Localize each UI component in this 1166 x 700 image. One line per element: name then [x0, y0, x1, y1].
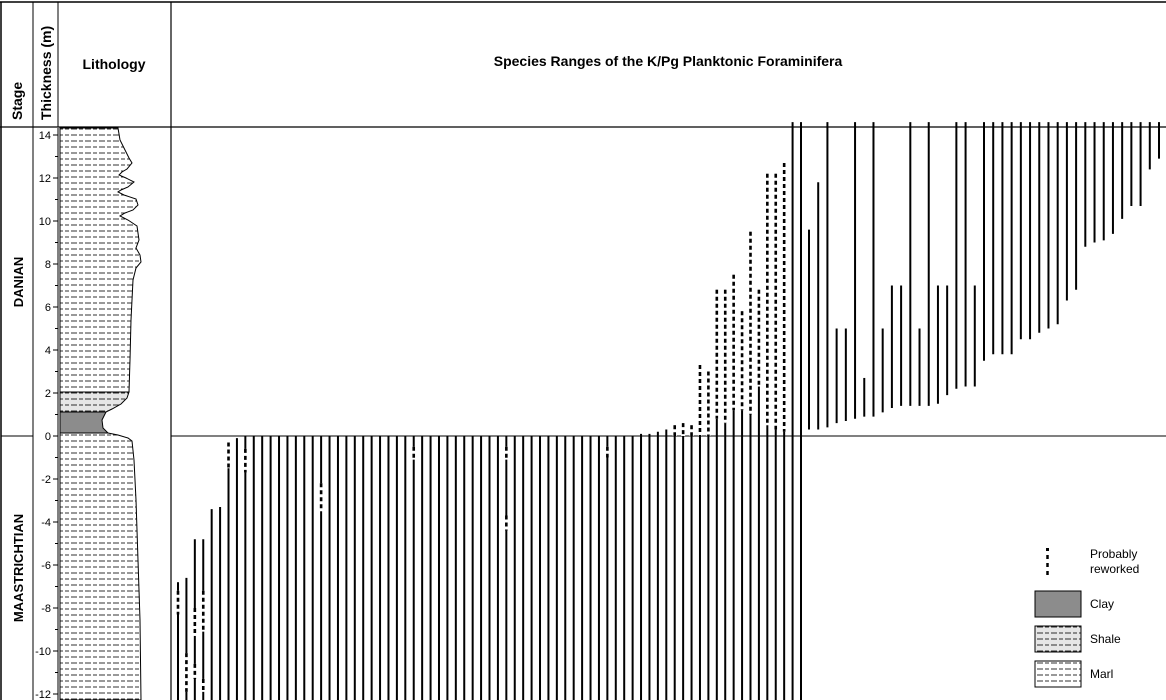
range-gap — [226, 442, 231, 469]
range-gap — [765, 173, 770, 426]
thickness-header: Thickness (m) — [38, 26, 54, 120]
range-gap — [504, 446, 509, 460]
marl-unit-upper — [59, 127, 142, 393]
legend-clay-swatch — [1034, 590, 1082, 618]
chart-title: Species Ranges of the K/Pg Planktonic Fo… — [494, 53, 843, 69]
range-gap — [411, 446, 416, 460]
range-gap — [689, 425, 694, 436]
y-tick-label: -8 — [41, 603, 51, 615]
range-gap — [176, 590, 180, 615]
y-tick-label: 0 — [45, 431, 51, 443]
clay-unit — [59, 411, 110, 434]
y-tick-label: -12 — [35, 689, 51, 700]
range-gap — [731, 274, 736, 411]
stage-danian: DANIAN — [11, 257, 26, 308]
thickness-axis: 14 12 10 8 6 4 2 0 -2 -4 -6 -8 -10 -12 — [35, 128, 59, 700]
range-gap — [192, 608, 197, 636]
range-gap — [756, 289, 761, 387]
stage-maastrichtian: MAASTRICHTIAN — [11, 514, 26, 622]
y-tick-label: -10 — [35, 646, 51, 658]
range-gap — [605, 446, 610, 458]
stage-header: Stage — [9, 82, 25, 120]
lithology-header: Lithology — [83, 56, 146, 72]
marl-unit-lower — [59, 432, 142, 700]
y-tick-label: 4 — [45, 345, 51, 357]
y-tick-label: 2 — [45, 388, 51, 400]
legend-reworked-icon — [1046, 548, 1049, 575]
legend-clay-label: Clay — [1090, 597, 1114, 611]
lithology-column — [59, 127, 142, 700]
y-tick-label: -2 — [41, 474, 51, 486]
shale-unit — [59, 391, 130, 413]
legend-marl-label: Marl — [1090, 667, 1113, 681]
range-gap — [706, 371, 711, 436]
y-tick-label: -6 — [41, 560, 51, 572]
legend-shale-swatch — [1034, 625, 1082, 653]
y-tick-label: 8 — [45, 259, 51, 271]
legend-marl-swatch — [1034, 660, 1082, 688]
y-tick-label: 6 — [45, 302, 51, 314]
range-gap — [201, 590, 206, 632]
y-tick-label: 14 — [39, 130, 51, 142]
y-tick-label: -4 — [41, 517, 51, 529]
legend-reworked-label-2: reworked — [1090, 562, 1139, 576]
range-gap — [184, 653, 189, 692]
y-tick-label: 10 — [39, 216, 51, 228]
range-gap — [319, 483, 324, 512]
range-gap — [201, 678, 206, 692]
legend-reworked-label-1: Probably — [1090, 547, 1137, 561]
species-ranges — [176, 122, 1160, 700]
range-gap — [672, 425, 677, 436]
range-gap — [681, 423, 686, 436]
range-gap — [243, 448, 248, 473]
legend-shale-label: Shale — [1090, 632, 1121, 646]
legend: Probably reworked Clay Shale Marl — [1034, 547, 1139, 688]
y-tick-label: 12 — [39, 173, 51, 185]
